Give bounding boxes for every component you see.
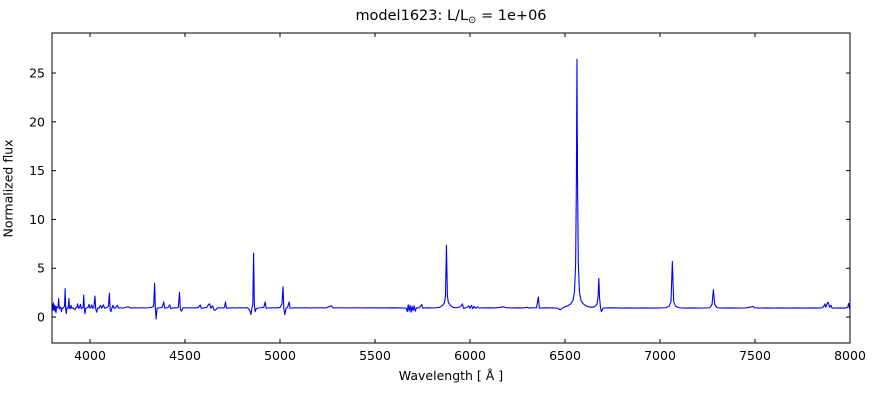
solar-symbol: ⊙	[468, 15, 477, 26]
axis-tick-labels: 4000 4500 5000 5500 6000 6500 7000 7500 8000 0 5 10…	[29, 66, 866, 363]
spectrum-line	[51, 58, 851, 320]
plot-title-prefix: model1623: L/L	[355, 8, 469, 24]
x-tick-label: 7000	[644, 348, 676, 363]
x-tick-label: 7500	[739, 348, 771, 363]
plot-title: model1623: L/L⊙ = 1e+06	[52, 8, 850, 26]
x-tick-label: 5000	[264, 348, 296, 363]
y-tick-label: 0	[37, 310, 45, 325]
plot-title-suffix: = 1e+06	[476, 8, 547, 24]
x-tick-label: 4000	[74, 348, 106, 363]
y-tick-label: 25	[29, 66, 45, 81]
y-tick-label: 15	[29, 163, 45, 178]
axes-box-and-ticks	[51, 32, 851, 344]
x-tick-label: 6500	[549, 348, 581, 363]
x-tick-label: 5500	[359, 348, 391, 363]
x-axis-label: Wavelength [ Å ]	[398, 368, 504, 383]
x-tick-label: 4500	[169, 348, 201, 363]
y-axis-label: Normalized flux	[0, 139, 16, 238]
x-tick-label: 8000	[834, 348, 866, 363]
y-tick-label: 10	[29, 212, 45, 227]
y-tick-label: 5	[37, 261, 45, 276]
x-tick-label: 6000	[454, 348, 486, 363]
y-tick-label: 20	[29, 114, 45, 129]
